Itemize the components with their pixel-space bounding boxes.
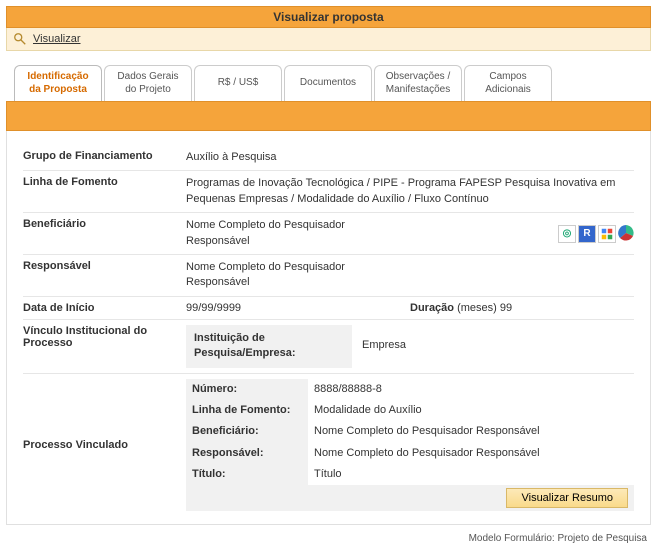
pv-numero-k: Número: [186, 379, 308, 400]
tab-label: Observações / [386, 71, 450, 82]
profile-icons: ◎ R [558, 225, 634, 243]
row-data-duracao: Data de Início 99/99/9999 Duração (meses… [23, 297, 634, 320]
row-linha: Linha de Fomento Programas de Inovação T… [23, 171, 634, 213]
duracao-cell: Duração (meses) 99 [410, 302, 634, 314]
row-processo-vinculado: Processo Vinculado Número:8888/88888-8 L… [23, 374, 634, 517]
tabs: Identificação da Proposta Dados Gerais d… [6, 65, 651, 101]
tab-label: Adicionais [485, 84, 531, 95]
tab-label: Dados Gerais [117, 71, 178, 82]
value-duracao: 99 [500, 302, 512, 314]
search-icon [13, 32, 27, 46]
row-vinculo-inst: Vínculo Institucional do Processo Instit… [23, 320, 634, 374]
tab-label: Campos [489, 71, 526, 82]
tab-documentos[interactable]: Documentos [284, 65, 372, 101]
pv-titulo-k: Título: [186, 464, 308, 485]
label-data-inicio: Data de Início [23, 302, 186, 314]
value-grupo: Auxílio à Pesquisa [186, 150, 634, 165]
value-responsavel: Nome Completo do Pesquisador Responsável [186, 260, 406, 291]
value-data-inicio: 99/99/9999 [186, 302, 410, 314]
tab-strip [6, 101, 651, 131]
pv-resp-k: Responsável: [186, 443, 308, 464]
processo-vinculado-table: Número:8888/88888-8 Linha de Fomento:Mod… [186, 379, 634, 512]
value-linha: Programas de Inovação Tecnológica / PIPE… [186, 176, 634, 207]
tab-campos-adicionais[interactable]: Campos Adicionais [464, 65, 552, 101]
label-linha: Linha de Fomento [23, 176, 186, 188]
visualizar-resumo-button[interactable]: Visualizar Resumo [506, 488, 628, 508]
tab-identificacao[interactable]: Identificação da Proposta [14, 65, 102, 101]
tab-label: R$ / US$ [218, 77, 259, 88]
sub-bar: Visualizar [6, 28, 651, 51]
tab-label: do Projeto [125, 84, 171, 95]
pv-linha-k: Linha de Fomento: [186, 400, 308, 421]
tab-label: Documentos [300, 77, 356, 88]
visualizar-link[interactable]: Visualizar [33, 33, 81, 45]
chart-icon[interactable] [618, 225, 634, 241]
pv-resp-v: Nome Completo do Pesquisador Responsável [308, 443, 634, 464]
pv-numero-v: 8888/88888-8 [308, 379, 634, 400]
tab-dados-gerais[interactable]: Dados Gerais do Projeto [104, 65, 192, 101]
label-beneficiario: Beneficiário [23, 218, 186, 230]
label-vinculo-inst: Vínculo Institucional do Processo [23, 325, 186, 349]
pv-benef-k: Beneficiário: [186, 421, 308, 442]
tab-label: Identificação [27, 71, 88, 82]
row-grupo: Grupo de Financiamento Auxílio à Pesquis… [23, 145, 634, 171]
value-instituicao: Empresa [352, 338, 406, 353]
researcher-icon[interactable]: R [578, 225, 596, 243]
pv-linha-v: Modalidade do Auxílio [308, 400, 634, 421]
tab-observacoes[interactable]: Observações / Manifestações [374, 65, 462, 101]
tab-rs-us[interactable]: R$ / US$ [194, 65, 282, 101]
orcid-icon[interactable]: ◎ [558, 225, 576, 243]
label-processo-vinculado: Processo Vinculado [23, 439, 186, 451]
duracao-suffix: (meses) [454, 302, 500, 314]
pv-benef-v: Nome Completo do Pesquisador Responsável [308, 421, 634, 442]
label-duracao: Duração [410, 302, 454, 314]
tab-label: da Proposta [29, 84, 87, 95]
label-responsavel: Responsável [23, 260, 186, 272]
value-beneficiario: Nome Completo do Pesquisador Responsável [186, 218, 406, 249]
label-grupo: Grupo de Financiamento [23, 150, 186, 162]
pv-titulo-v: Título [308, 464, 634, 485]
row-beneficiario: Beneficiário Nome Completo do Pesquisado… [23, 213, 634, 255]
panel-title: Visualizar proposta [6, 6, 651, 28]
content: Grupo de Financiamento Auxílio à Pesquis… [6, 131, 651, 525]
tab-label: Manifestações [386, 84, 450, 95]
label-instituicao: Instituição de Pesquisa/Empresa: [186, 325, 352, 368]
row-responsavel: Responsável Nome Completo do Pesquisador… [23, 255, 634, 297]
google-icon[interactable] [598, 225, 616, 243]
footer-model: Modelo Formulário: Projeto de Pesquisa [6, 525, 651, 544]
